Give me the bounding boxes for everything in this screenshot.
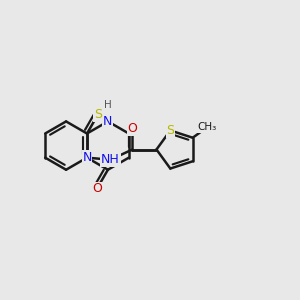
Text: NH: NH xyxy=(101,153,120,166)
Text: S: S xyxy=(166,124,174,137)
Text: N: N xyxy=(103,115,112,128)
Text: O: O xyxy=(128,122,137,135)
Text: S: S xyxy=(94,108,102,121)
Text: CH₃: CH₃ xyxy=(197,122,217,132)
Text: N: N xyxy=(82,151,92,164)
Text: H: H xyxy=(104,100,112,110)
Text: O: O xyxy=(92,182,102,195)
